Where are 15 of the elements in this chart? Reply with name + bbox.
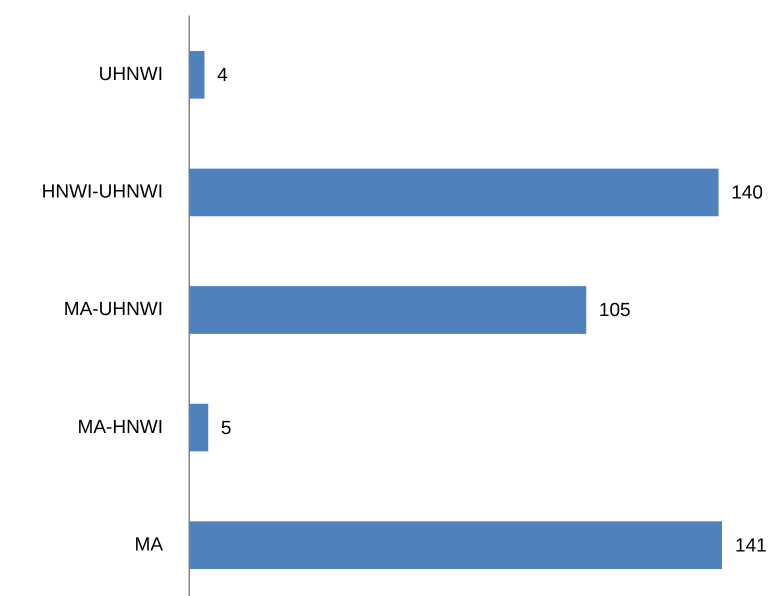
bar (189, 404, 208, 452)
data-label: 105 (598, 300, 631, 322)
y-tick-label: HNWI-UHNWI (42, 182, 163, 203)
y-tick-label: MA-HNWI (78, 416, 163, 438)
y-tick-label: MA (134, 534, 164, 556)
data-label: 5 (220, 418, 232, 439)
data-label: 4 (217, 65, 228, 86)
y-tick-label: UHNWI (98, 64, 163, 86)
bar (189, 50, 204, 99)
bar (189, 521, 722, 570)
data-label: 140 (731, 182, 763, 204)
data-label: 141 (735, 535, 767, 556)
bar (189, 168, 719, 216)
bar (189, 286, 586, 334)
y-tick-label: MA-UHNWI (64, 299, 163, 320)
